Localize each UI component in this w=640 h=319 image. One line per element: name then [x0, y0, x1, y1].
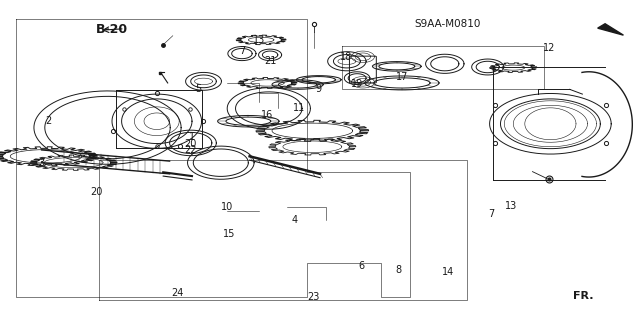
Text: 19: 19: [351, 78, 364, 89]
Text: 7: 7: [239, 46, 245, 56]
Text: 6: 6: [358, 261, 365, 271]
Text: 7: 7: [488, 209, 495, 219]
Polygon shape: [598, 24, 623, 35]
Text: 13: 13: [253, 35, 266, 45]
Text: 2: 2: [45, 116, 51, 126]
Text: 23: 23: [307, 292, 320, 302]
Text: 14: 14: [442, 267, 454, 277]
Text: 8: 8: [395, 264, 401, 275]
Text: S9AA-M0810: S9AA-M0810: [415, 19, 481, 29]
Text: B-20: B-20: [96, 23, 128, 36]
Text: 20: 20: [184, 139, 197, 149]
Text: 3: 3: [38, 158, 45, 168]
Text: 18: 18: [339, 52, 352, 63]
Text: 1: 1: [189, 132, 195, 142]
Text: 13: 13: [504, 201, 517, 211]
Text: 10: 10: [221, 202, 234, 212]
Text: 20: 20: [90, 187, 102, 197]
Text: 4: 4: [291, 215, 298, 225]
Text: 12: 12: [543, 43, 556, 53]
Text: 21: 21: [264, 56, 276, 66]
Text: 5: 5: [195, 84, 202, 94]
Text: 22: 22: [184, 145, 197, 155]
Text: 17: 17: [396, 72, 408, 82]
Text: 15: 15: [223, 229, 236, 240]
Text: 9: 9: [316, 84, 322, 94]
Text: FR.: FR.: [573, 291, 594, 301]
Text: 16: 16: [261, 110, 274, 121]
Text: 11: 11: [293, 103, 306, 114]
Text: 24: 24: [172, 288, 184, 299]
